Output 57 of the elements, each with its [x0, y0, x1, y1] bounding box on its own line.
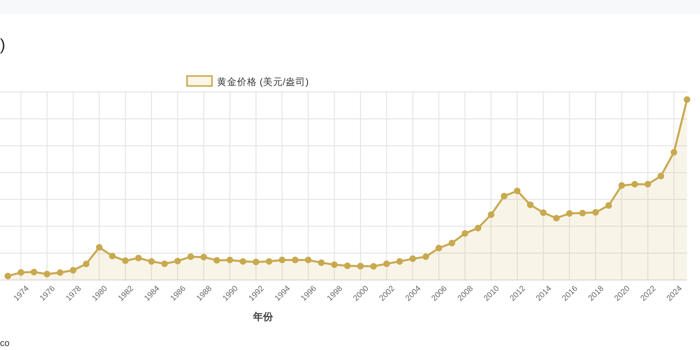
point	[200, 254, 208, 260]
point	[436, 244, 442, 252]
point	[187, 253, 194, 260]
point	[240, 258, 246, 265]
point	[278, 256, 286, 264]
point	[566, 210, 573, 217]
point	[109, 252, 116, 260]
point	[658, 172, 664, 180]
point	[540, 209, 547, 216]
point	[304, 256, 312, 264]
point	[644, 180, 652, 188]
point	[331, 261, 338, 268]
point	[122, 257, 129, 264]
point	[252, 258, 260, 266]
point	[135, 254, 142, 262]
point	[409, 255, 416, 262]
legend-label: 黄金价格 (美元/盎司)	[217, 76, 309, 88]
point	[631, 180, 638, 188]
point	[82, 260, 90, 268]
point	[18, 269, 24, 276]
point	[56, 269, 64, 276]
point	[605, 202, 612, 209]
point	[448, 240, 456, 246]
point	[462, 230, 468, 237]
point	[684, 96, 690, 103]
point	[30, 268, 38, 276]
point	[500, 192, 508, 200]
point	[96, 244, 103, 251]
point	[553, 214, 560, 222]
point	[174, 258, 181, 264]
point	[670, 148, 678, 156]
point	[70, 266, 76, 274]
point	[344, 262, 351, 270]
point	[474, 224, 482, 232]
chart-title: )	[0, 37, 6, 54]
x-axis-title: 年份	[252, 311, 274, 323]
point	[44, 270, 50, 278]
point	[422, 253, 430, 260]
point	[226, 256, 234, 264]
point	[383, 260, 390, 268]
point	[618, 182, 625, 189]
point	[592, 209, 599, 216]
point	[161, 260, 168, 268]
point	[266, 258, 272, 265]
point	[370, 262, 377, 270]
point	[292, 256, 298, 264]
point	[488, 211, 494, 218]
point	[4, 272, 12, 280]
point	[357, 262, 364, 270]
point	[148, 258, 155, 265]
point	[579, 210, 586, 216]
point	[214, 257, 220, 264]
point	[318, 259, 325, 266]
point	[514, 188, 521, 194]
point	[396, 258, 403, 265]
text: co	[0, 338, 10, 348]
point	[526, 201, 534, 208]
